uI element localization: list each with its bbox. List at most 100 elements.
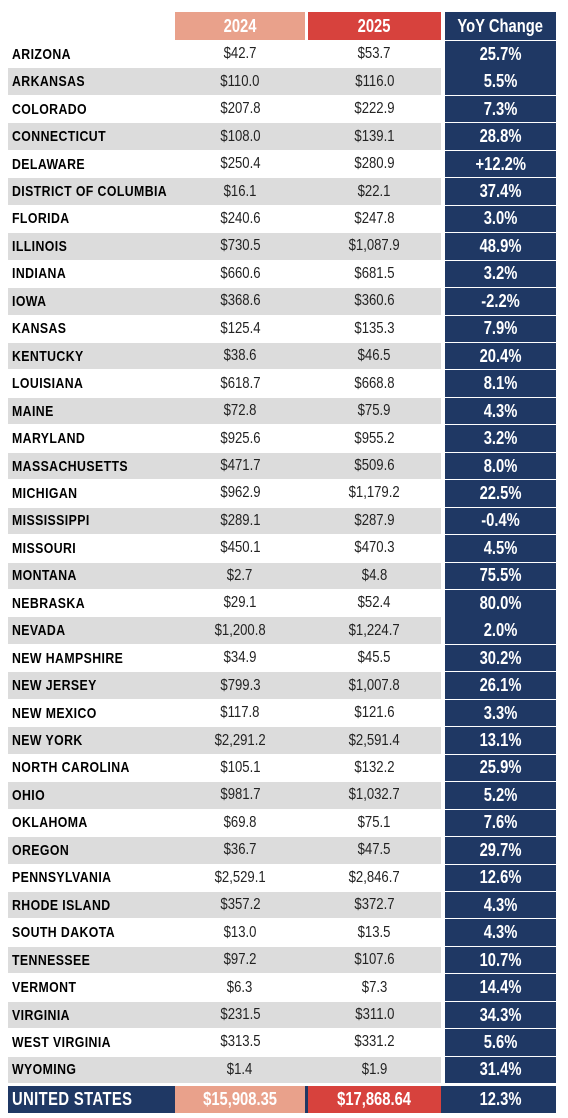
state-name: MASSACHUSETTS	[8, 453, 172, 480]
cell-text: $45.5	[358, 649, 391, 667]
value-cell: $53.7	[308, 41, 441, 68]
state-name: DISTRICT OF COLUMBIA	[8, 178, 172, 205]
value-cell: $42.7	[175, 41, 305, 68]
cell-text: $22.1	[358, 182, 391, 200]
cell-text: $1,179.2	[348, 484, 401, 502]
cell-text: OREGON	[12, 841, 70, 859]
cell-text: -2.2%	[481, 290, 520, 311]
cell-text: DELAWARE	[12, 155, 85, 173]
yoy-cell: 7.6%	[445, 809, 556, 837]
cell-text: 2024	[223, 15, 257, 36]
yoy-cell: 10.7%	[445, 946, 556, 974]
cell-text: $660.6	[219, 264, 261, 282]
yoy-cell: 14.4%	[445, 974, 556, 1001]
cell-text: MONTANA	[12, 567, 77, 585]
value-cell: $6.3	[175, 974, 305, 1001]
cell-text: $38.6	[223, 347, 257, 365]
state-name: MISSOURI	[8, 535, 172, 562]
value-cell: $247.8	[308, 206, 441, 233]
cell-text: 12.3%	[479, 1089, 522, 1110]
value-cell: $16.1	[175, 178, 305, 205]
cell-text: $42.7	[223, 45, 257, 63]
yoy-cell: 3.0%	[445, 205, 556, 233]
value-cell: $222.9	[308, 96, 441, 123]
cell-text: NEVADA	[12, 622, 66, 640]
value-cell: $1,007.8	[308, 672, 441, 699]
cell-text: $2,591.4	[348, 731, 401, 749]
cell-text: $16.1	[223, 182, 257, 200]
cell-text: 30.2%	[479, 647, 522, 668]
cell-text: $372.7	[354, 896, 395, 914]
value-cell: $97.2	[175, 947, 305, 974]
cell-text: PENNSYLVANIA	[12, 869, 112, 887]
row-stripe	[8, 727, 441, 754]
cell-text: +12.2%	[475, 153, 526, 174]
state-name: NEW YORK	[8, 727, 172, 754]
row-stripe	[8, 837, 441, 864]
cell-text: 80.0%	[479, 592, 522, 613]
value-cell: $250.4	[175, 151, 305, 178]
cell-text: $72.8	[223, 402, 257, 420]
value-cell: $1,224.7	[308, 617, 441, 644]
yoy-cell: 25.7%	[445, 41, 556, 68]
cell-text: 3.3%	[483, 702, 518, 723]
row-stripe	[8, 1056, 441, 1084]
cell-text: $52.4	[358, 594, 391, 612]
total-cell: $17,868.64	[308, 1086, 441, 1114]
cell-text: $2,529.1	[214, 868, 266, 886]
state-name: PENNSYLVANIA	[8, 865, 172, 892]
cell-text: $36.7	[223, 841, 257, 859]
value-cell: $2,591.4	[308, 727, 441, 754]
value-cell: $1,179.2	[308, 480, 441, 507]
cell-text: $75.1	[358, 813, 391, 831]
state-name: MONTANA	[8, 563, 172, 590]
cell-text: $368.6	[219, 292, 261, 310]
row-stripe	[8, 452, 441, 480]
yoy-cell: 7.3%	[445, 95, 556, 123]
cell-text: $681.5	[354, 264, 395, 282]
cell-text: $13.0	[223, 923, 257, 941]
cell-text: 4.3%	[483, 894, 518, 915]
cell-text: RHODE ISLAND	[12, 896, 111, 914]
cell-text: $981.7	[219, 786, 261, 804]
yoy-cell: 8.1%	[445, 370, 556, 397]
cell-text: 2.0%	[483, 620, 518, 641]
cell-text: WYOMING	[12, 1061, 77, 1079]
state-name: SOUTH DAKOTA	[8, 919, 172, 946]
cell-text: $618.7	[219, 374, 261, 392]
yoy-cell: +12.2%	[445, 150, 556, 178]
yoy-cell: 4.3%	[445, 891, 556, 919]
value-cell: $2,529.1	[175, 865, 305, 892]
cell-text: TENNESSEE	[12, 951, 91, 969]
value-cell: $72.8	[175, 398, 305, 425]
cell-text: 48.9%	[479, 235, 522, 256]
value-cell: $509.6	[308, 453, 441, 480]
row-stripe	[8, 1001, 441, 1029]
value-cell: $372.7	[308, 892, 441, 919]
value-cell: $135.3	[308, 316, 441, 343]
cell-text: $117.8	[220, 704, 260, 722]
cell-text: $289.1	[219, 511, 261, 529]
value-cell: $1,200.8	[175, 617, 305, 644]
row-stripe	[8, 507, 441, 535]
cell-text: $331.2	[354, 1033, 395, 1051]
value-cell: $75.1	[308, 810, 441, 837]
state-name: ARKANSAS	[8, 68, 172, 95]
value-cell: $668.8	[308, 370, 441, 397]
cell-text: 20.4%	[479, 345, 522, 366]
header-cell: 2025	[308, 12, 441, 40]
cell-text: $1.4	[227, 1060, 253, 1078]
cell-text: 5.6%	[483, 1031, 518, 1052]
value-cell: $981.7	[175, 782, 305, 809]
yoy-cell: 28.8%	[445, 123, 556, 150]
cell-text: OKLAHOMA	[12, 814, 88, 832]
cell-text: $222.9	[354, 100, 395, 118]
yoy-cell: 5.5%	[445, 68, 556, 95]
cell-text: $450.1	[219, 539, 261, 557]
cell-text: $17,868.64	[337, 1089, 412, 1110]
value-cell: $108.0	[175, 123, 305, 150]
cell-text: $357.2	[219, 896, 261, 914]
cell-text: $280.9	[354, 155, 395, 173]
cell-text: MASSACHUSETTS	[12, 457, 129, 475]
cell-text: $509.6	[354, 457, 395, 474]
